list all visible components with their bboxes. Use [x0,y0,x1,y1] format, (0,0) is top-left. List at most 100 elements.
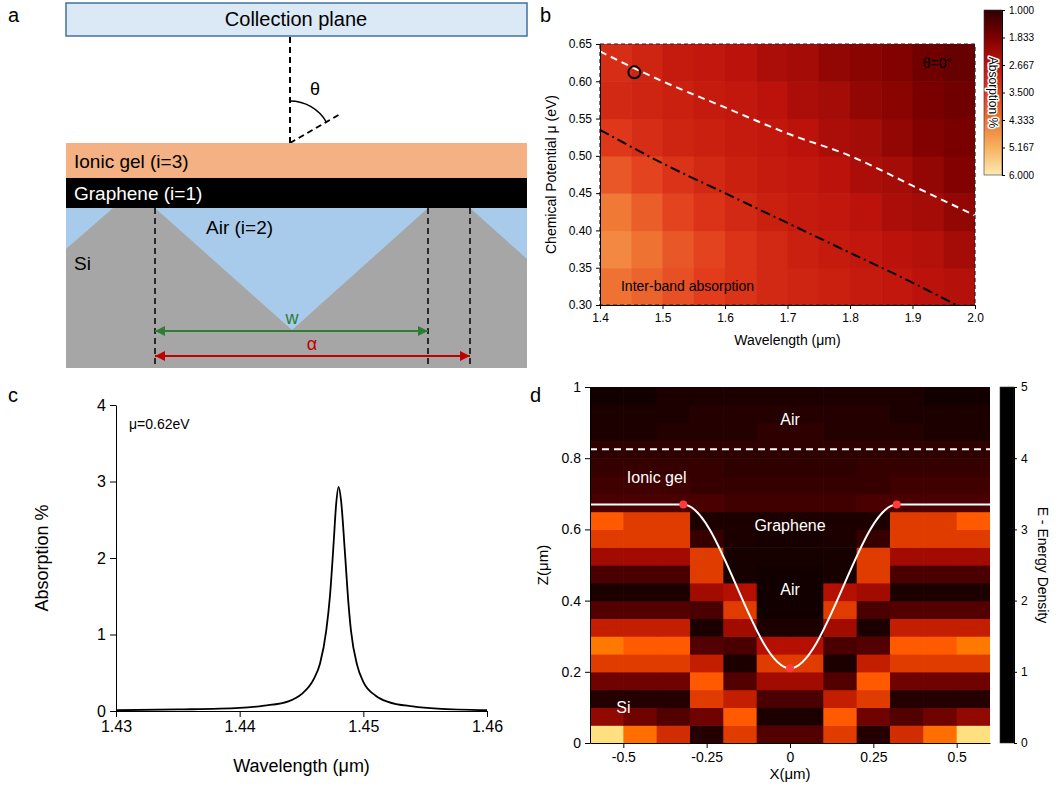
y-tick: 0.45 [569,186,600,200]
y-axis-line [116,406,117,712]
heat-cell [657,529,691,547]
heat-cell [590,529,624,547]
heat-cell [790,494,824,512]
heat-cell [690,654,724,672]
dimension-arrow [155,355,470,357]
heat-cell [881,230,913,268]
colorbar-tick-mark [1002,120,1005,121]
y-tick-label: 0.4 [562,593,582,609]
x-tick: 1.44 [225,711,256,735]
heat-cell [923,458,957,476]
annotation: μ=0.62eV [129,416,190,432]
y-tick-label: 0.40 [569,224,593,238]
heat-cell [788,230,820,268]
y-tick-label: 0 [97,703,106,720]
heat-cell [600,193,632,231]
y-tick: 3 [97,473,116,490]
heat-cell [757,494,791,512]
y-tick-mark [596,156,600,157]
period-guide [154,208,156,368]
x-tick-label: 1.5 [655,311,672,325]
heat-cell [857,636,891,654]
y-tick: 0.60 [569,75,600,89]
emission-line [290,113,342,143]
heat-cell [756,268,788,305]
curve [590,504,990,668]
heat-cell [850,156,882,194]
heat-cell [725,81,757,119]
heat-cell [690,601,724,619]
x-tick: 1.4 [592,305,609,325]
heat-cell [723,547,757,565]
heat-cell [957,440,990,458]
heat-cell [857,440,891,458]
heat-cell [657,583,691,601]
annotation: Ionic gel [627,469,687,486]
y-axis-line [600,45,601,306]
heat-cell [723,654,757,672]
heat-cell [723,636,757,654]
heat-cell [756,193,788,231]
heat-cell [923,636,957,654]
heat-cell [657,387,691,405]
colorbar-tick: 1.833 [1002,32,1034,43]
heat-cell [723,512,757,530]
heat-cell [623,405,657,423]
layer [66,178,527,208]
heat-cell [944,193,975,231]
heat-cell [600,81,632,119]
x-tick-label: 1.4 [592,311,609,325]
heat-cell [957,618,990,636]
heat-cell [923,601,957,619]
heat-cell [957,565,990,583]
x-axis-line [117,711,488,712]
heat-cell [690,458,724,476]
colorbar-tick-mark [1002,10,1005,11]
dimension-arrow [155,330,428,332]
heat-cell [957,405,990,423]
heat-cell [663,81,695,119]
heat-cell [623,565,657,583]
period-guide [427,208,429,368]
heat-cell [957,690,990,708]
heat-cell [790,601,824,619]
colorbar-tick: 2.667 [1002,60,1034,71]
heat-cell [819,81,851,119]
y-tick-mark [585,672,590,673]
y-tick-mark [585,601,590,602]
heat-cell [923,565,957,583]
x-tick-label: 1.44 [225,718,256,735]
y-axis: 00.20.40.60.81 [562,379,591,751]
heat-cell [725,44,757,82]
y-tick-mark [110,482,116,483]
annotation: θ=0° [923,55,952,71]
colorbar-tick-label: 2 [1021,594,1028,608]
panel-letter: b [540,4,551,26]
heat-cell [694,44,726,82]
y-tick: 0.35 [569,261,600,275]
heat-cell [957,601,990,619]
x-tick-label: 1.7 [780,311,797,325]
heat-cell [957,476,990,494]
heat-cell [790,476,824,494]
heat-cell [857,707,891,725]
heat-cell [923,690,957,708]
curve [590,448,990,450]
heat-cell [663,230,695,268]
heat-cell [913,268,945,305]
y-axis-title: Absorption % [32,504,52,611]
heat-cell [923,476,957,494]
colorbar-tick-label: 3.500 [1009,87,1034,98]
y-tick: 0.4 [562,593,590,609]
y-tick-mark [596,305,600,306]
heat-cell [790,547,824,565]
colorbar-tick-label: 6.000 [1009,170,1034,181]
heat-cell [857,618,891,636]
x-tick-mark [873,743,874,748]
heat-cell [890,458,924,476]
heat-cell [890,565,924,583]
y-tick-label: 0.65 [569,37,593,51]
x-tick: 1.45 [348,711,379,735]
heat-cell [823,387,857,405]
heat-cell [723,707,757,725]
